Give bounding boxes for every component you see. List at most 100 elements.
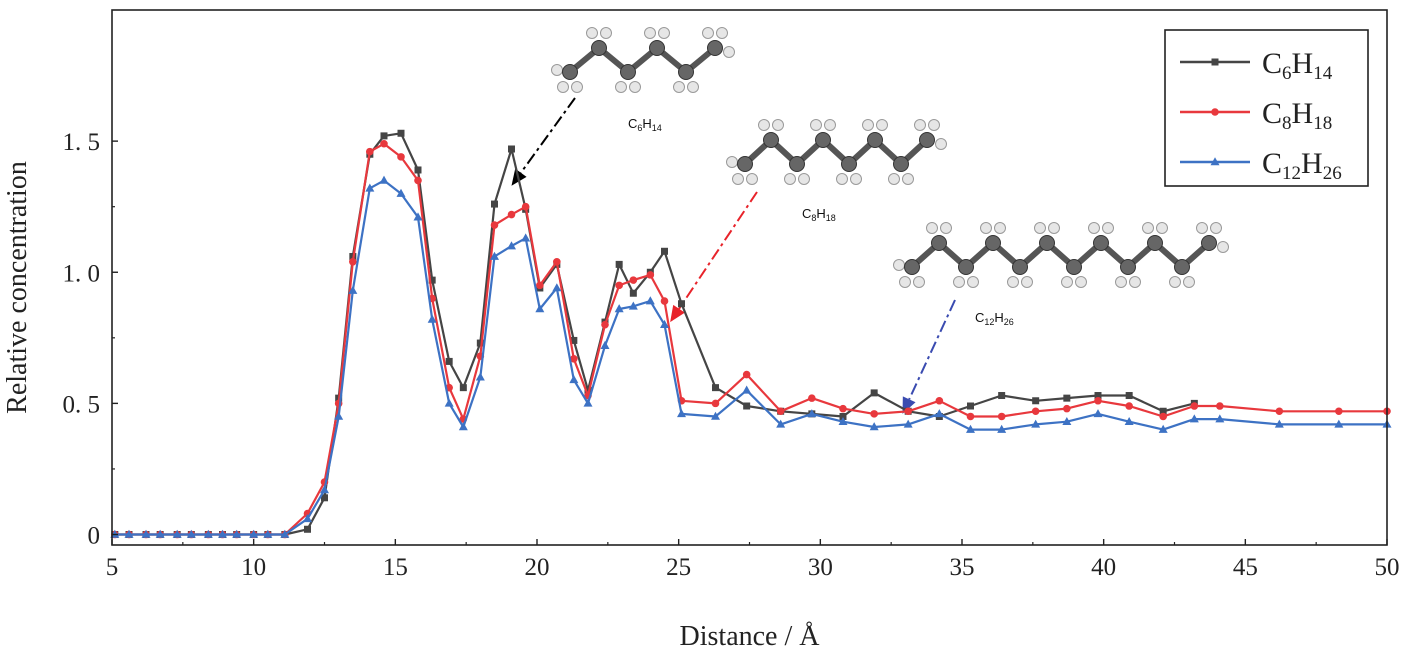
- data-point-C6H14: [570, 336, 578, 344]
- legend-entry: C6H14: [1180, 47, 1333, 84]
- carbon-atom: [763, 132, 779, 148]
- data-point-C12H26: [458, 422, 468, 431]
- series-C12H26: [110, 175, 1392, 538]
- data-point-C12H26: [303, 513, 312, 523]
- hydrogen-atom: [798, 173, 810, 185]
- hydrogen-atom: [1075, 276, 1087, 288]
- carbon-atom: [1012, 259, 1028, 275]
- data-point-C12H26: [320, 485, 329, 494]
- hydrogen-atom: [1183, 276, 1195, 288]
- carbon-atom: [562, 64, 578, 80]
- data-point-C8H18: [660, 297, 669, 305]
- legend-box: [1164, 29, 1369, 187]
- data-point-C12H26: [552, 283, 562, 292]
- hydrogen-atom: [994, 222, 1006, 234]
- data-point-C12H26: [1062, 416, 1072, 426]
- data-point-C12H26: [583, 398, 593, 407]
- y-tick-label: 0: [88, 523, 101, 550]
- x-tick-label: 30: [808, 554, 833, 581]
- data-point-C6H14: [321, 494, 328, 502]
- formula-part: C: [802, 206, 811, 221]
- data-point-C6H14: [445, 357, 453, 365]
- hydrogen-atom: [902, 173, 914, 185]
- annotation-arrow-line: [908, 299, 956, 400]
- data-point-C12H26: [600, 340, 610, 349]
- formula-part: 12: [1282, 163, 1301, 184]
- hydrogen-atom: [615, 81, 627, 93]
- hydrogen-atom: [1061, 276, 1073, 288]
- carbon-atom: [867, 132, 883, 148]
- hydrogen-atom: [758, 119, 770, 131]
- x-tick-label: 15: [383, 554, 408, 581]
- hydrogen-atom: [1048, 222, 1060, 234]
- carbon-atom: [678, 64, 694, 80]
- data-point-C12H26: [490, 251, 499, 260]
- hydrogen-atom: [772, 119, 784, 131]
- hydrogen-atom: [928, 119, 940, 131]
- x-tick-label: 5: [106, 554, 119, 581]
- hydrogen-atom: [850, 173, 862, 185]
- x-tick-label: 25: [666, 554, 691, 581]
- carbon-atom: [904, 259, 920, 275]
- data-point-C12H26: [1215, 414, 1225, 423]
- series-line-C12H26: [114, 179, 1387, 536]
- hydrogen-atom: [1034, 222, 1046, 234]
- hydrogen-atom: [836, 173, 848, 185]
- data-point-C12H26: [172, 529, 182, 538]
- data-point-C12H26: [507, 241, 516, 250]
- data-point-C8H18: [536, 281, 544, 290]
- carbon-atom: [591, 40, 607, 56]
- formula-part: 8: [1282, 113, 1292, 134]
- hydrogen-atom: [876, 119, 888, 131]
- hydrogen-atom: [935, 138, 947, 150]
- data-point-C8H18: [742, 370, 751, 379]
- formula-part: H: [816, 206, 825, 221]
- data-point-C6H14: [998, 392, 1006, 400]
- formula-part: C: [628, 116, 637, 131]
- data-point-C12H26: [869, 422, 879, 431]
- hydrogen-atom: [940, 222, 952, 234]
- hydrogen-atom: [862, 119, 874, 131]
- hydrogen-atom: [1196, 222, 1208, 234]
- data-point-C8H18: [553, 257, 561, 266]
- data-point-C12H26: [396, 188, 406, 197]
- data-point-C6H14: [380, 132, 388, 140]
- data-point-C12H26: [413, 212, 423, 221]
- hydrogen-atom: [629, 81, 641, 93]
- molecule-C6H14: C6H14: [511, 27, 735, 186]
- hydrogen-atom: [1088, 222, 1100, 234]
- axis-ticks: 5 10 15 20 25 30 35 40 45 50 0 0. 5 1. 0 1. 5: [63, 129, 1400, 581]
- data-point-C8H18: [1159, 412, 1167, 421]
- data-point-C8H18: [997, 412, 1006, 421]
- data-point-C8H18: [366, 147, 374, 156]
- legend-marker: [1211, 58, 1219, 66]
- data-point-C8H18: [1335, 407, 1343, 416]
- data-point-C8H18: [1125, 402, 1133, 410]
- hydrogen-atom: [600, 27, 612, 39]
- data-point-C12H26: [742, 385, 752, 394]
- hydrogen-atom: [888, 173, 900, 185]
- hydrogen-atom: [746, 173, 758, 185]
- formula-part: H: [1301, 147, 1323, 180]
- data-point-C12H26: [203, 529, 213, 538]
- carbon-atom: [1201, 235, 1217, 251]
- data-point-C8H18: [711, 399, 720, 408]
- data-point-C12H26: [232, 529, 242, 538]
- data-point-C8H18: [1190, 402, 1199, 410]
- data-point-C8H18: [397, 153, 405, 161]
- hydrogen-atom: [899, 276, 911, 288]
- hydrogen-atom: [1102, 222, 1114, 234]
- hydrogen-atom: [1210, 222, 1222, 234]
- data-point-C6H14: [584, 386, 592, 394]
- data-point-C12H26: [645, 296, 655, 305]
- carbon-atom: [841, 156, 857, 172]
- formula-part: C: [1262, 97, 1282, 130]
- data-point-C6H14: [508, 145, 515, 153]
- hydrogen-atom: [586, 27, 598, 39]
- hydrogen-atom: [723, 46, 735, 58]
- data-point-C6H14: [1063, 394, 1071, 402]
- legend-label: C8H18: [1262, 97, 1332, 134]
- data-point-C8H18: [380, 139, 388, 148]
